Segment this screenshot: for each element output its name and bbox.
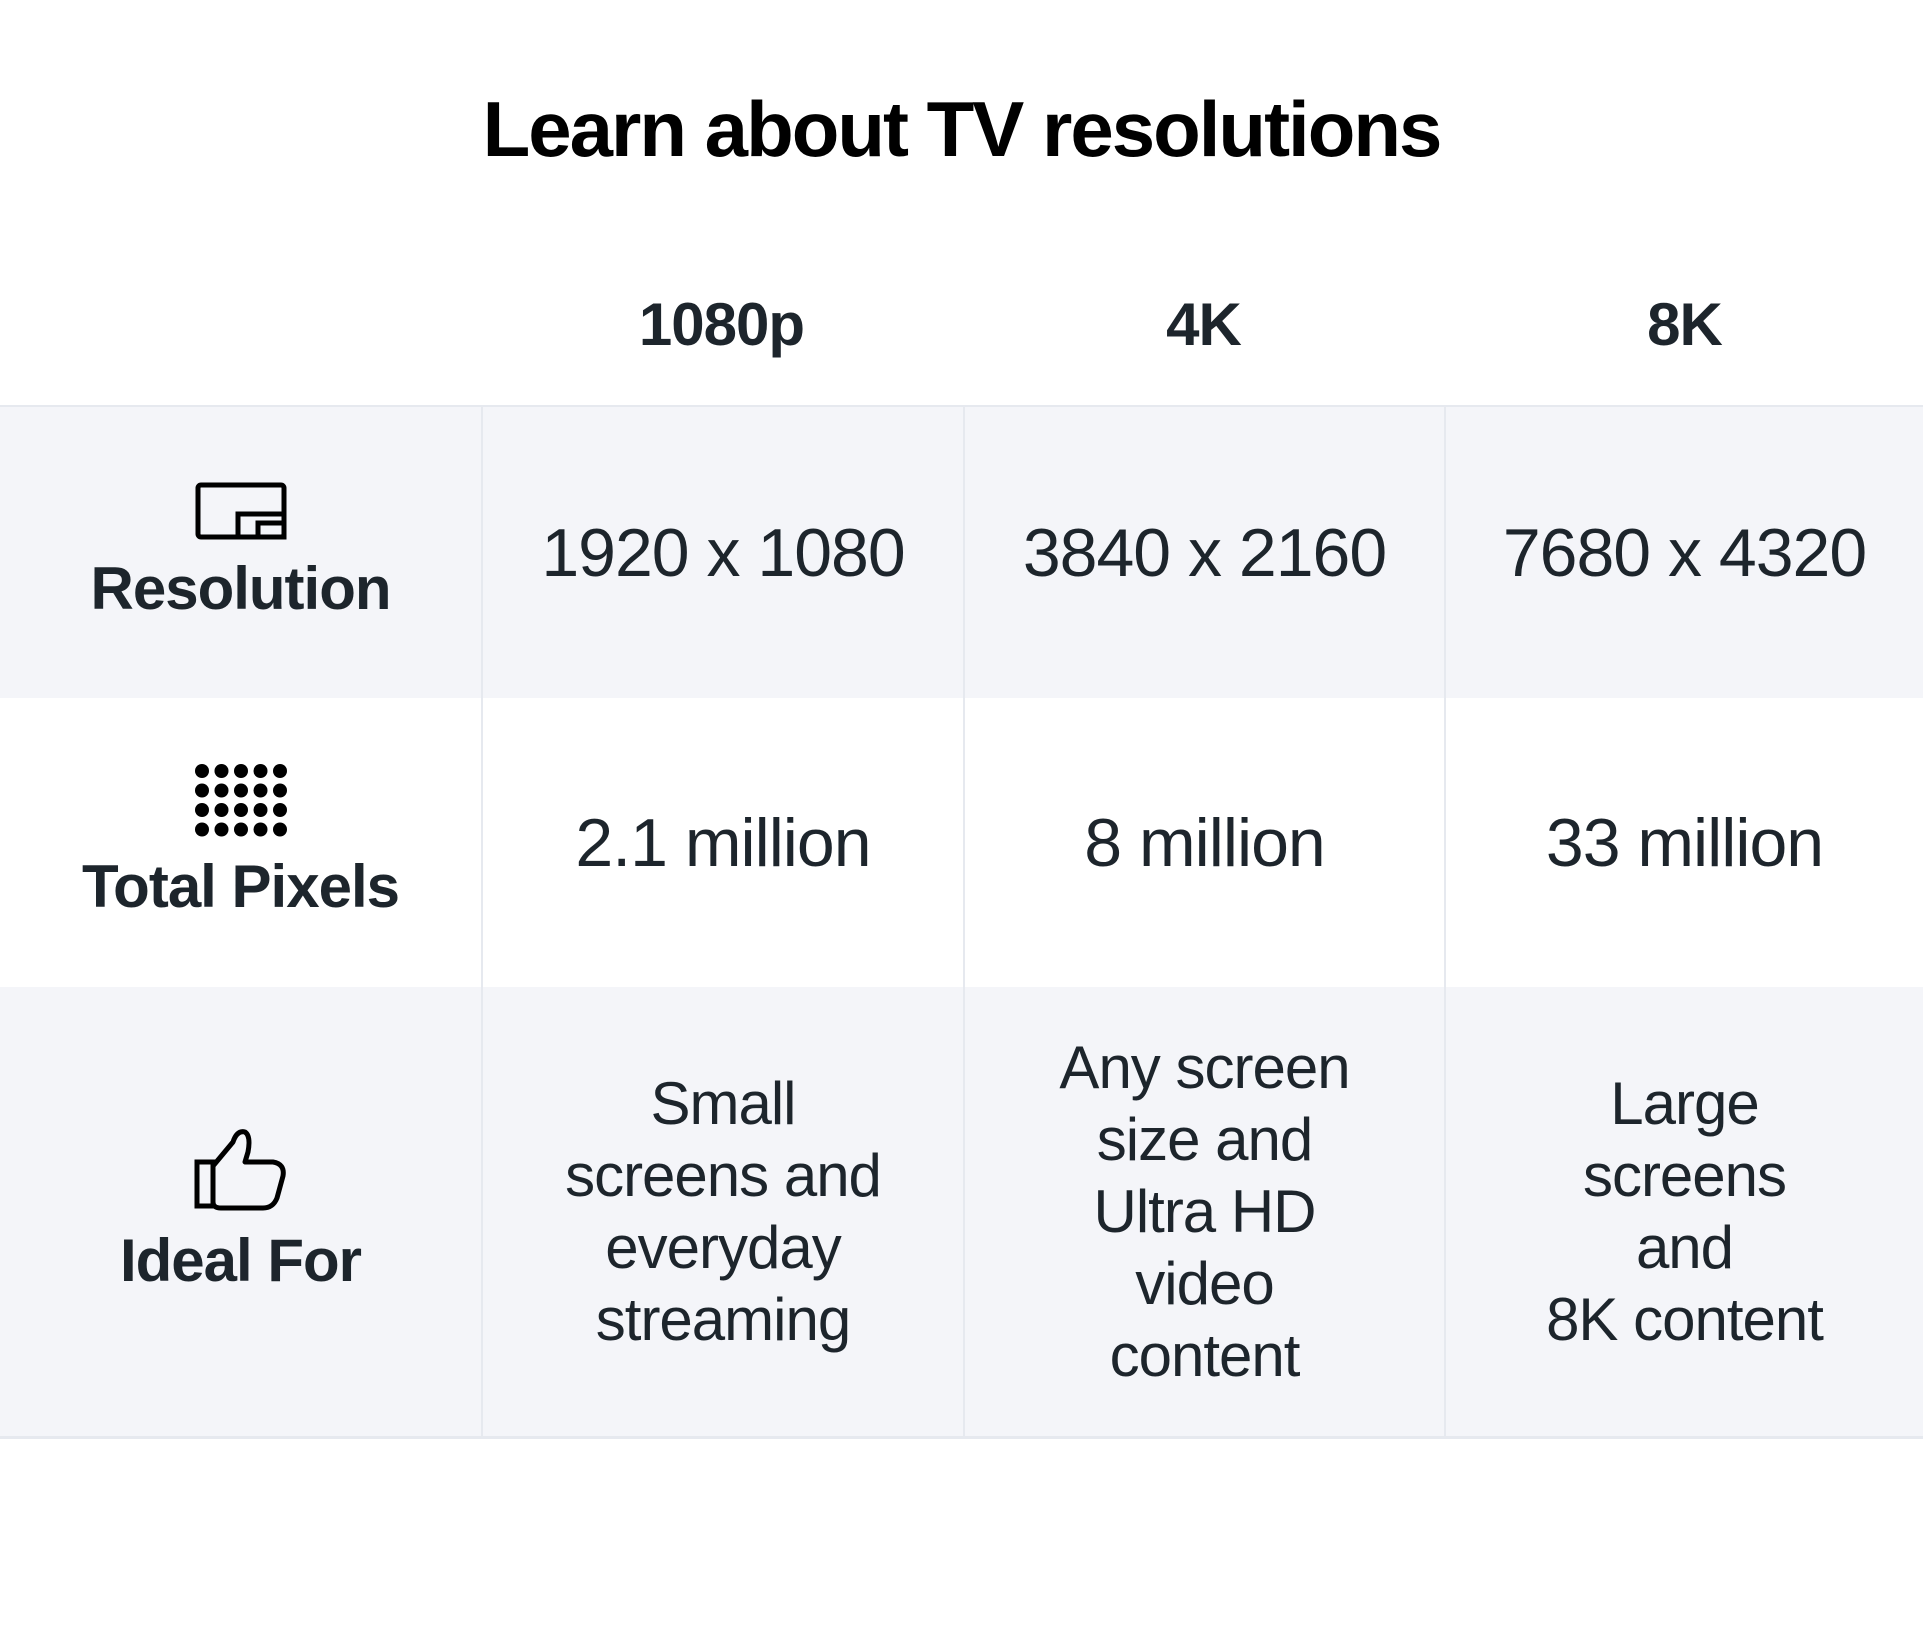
cell-text-line: screens [1582,1141,1787,1209]
pixel-dot [214,822,228,837]
table-row-ideal-for: Ideal For Small screens and everyday stream… [0,987,1923,1436]
pixel-dot [253,822,267,837]
column-header-4k: 4K [1166,291,1242,358]
pixel-dot [233,822,248,837]
pixel-dot [253,764,267,778]
pixel-dot [253,783,267,798]
row-label: Ideal For [119,1227,362,1294]
cell-text-line: Small [650,1069,796,1137]
pixel-dot [272,783,287,798]
cell-text-line: screens and [565,1141,882,1209]
row-label: Resolution [90,555,392,622]
table-cell: 7680 x 4320 [1444,407,1923,698]
pixel-dot [194,822,209,837]
column-header-8k: 8K [1647,291,1723,358]
cell-text-line: size and [1096,1105,1313,1173]
pixel-dot [233,783,248,798]
column-header-1080p: 1080p [638,291,805,358]
cell-text-line: content [1109,1321,1301,1389]
table-row-resolution: Resolution 1920 x 1080 3840 x 2160 7680 … [0,407,1923,698]
cell-text-line: streaming [595,1285,851,1353]
cell-text-line: and [1635,1213,1734,1281]
cell-text-line: Ultra HD [1093,1177,1316,1245]
cell-value: 1920 x 1080 [541,514,905,591]
pixel-dot [194,783,209,798]
cell-text-line: everyday [605,1213,841,1281]
cell-value: 8 million [1084,804,1325,881]
cell-text-line: 8K content [1546,1285,1824,1353]
table-cell: 2.1 million [481,698,963,987]
pixel-dot [214,783,228,798]
cell-text-line: video [1135,1249,1274,1317]
row-label: Total Pixels [81,853,400,920]
pixel-dot [233,764,248,778]
cell-value: 3840 x 2160 [1022,514,1387,591]
comparison-table: Resolution 1920 x 1080 3840 x 2160 7680 … [0,405,1923,1439]
table-cell: 8 million [963,698,1444,987]
page-title: Learn about TV resolutions [482,85,1443,173]
pixel-dot [233,803,248,817]
row-header: Resolution [0,407,481,698]
picture-in-picture-icon [195,482,287,540]
table-cell: Large screens and 8K content [1444,987,1923,1436]
table-cell: 33 million [1444,698,1923,987]
pixel-dot [214,803,228,817]
pixel-dot [272,764,287,778]
cell-text-line: Large [1610,1069,1759,1137]
pixel-dot [272,822,287,837]
pixel-dot [253,803,267,817]
cell-value: 7680 x 4320 [1502,514,1867,591]
table-cell: Small screens and everyday streaming [481,987,963,1436]
cell-text-line: Any screen [1059,1033,1350,1101]
table-cell: Any screen size and Ultra HD video content [963,987,1444,1436]
thumbs-up-icon [193,1128,289,1212]
pixel-grid-icon [194,764,288,838]
pixel-dot [272,803,287,817]
pixel-dot [194,803,209,817]
table-cell: 3840 x 2160 [963,407,1444,698]
table-cell: 1920 x 1080 [481,407,963,698]
pixel-dot [214,764,228,778]
row-header: Total Pixels [0,698,481,987]
cell-value: 2.1 million [575,804,871,881]
row-header: Ideal For [0,987,481,1436]
pixel-dot [194,764,209,778]
table-row-total-pixels: Total Pixels 2.1 million 8 million 33 mi… [0,698,1923,987]
cell-value: 33 million [1545,804,1824,881]
